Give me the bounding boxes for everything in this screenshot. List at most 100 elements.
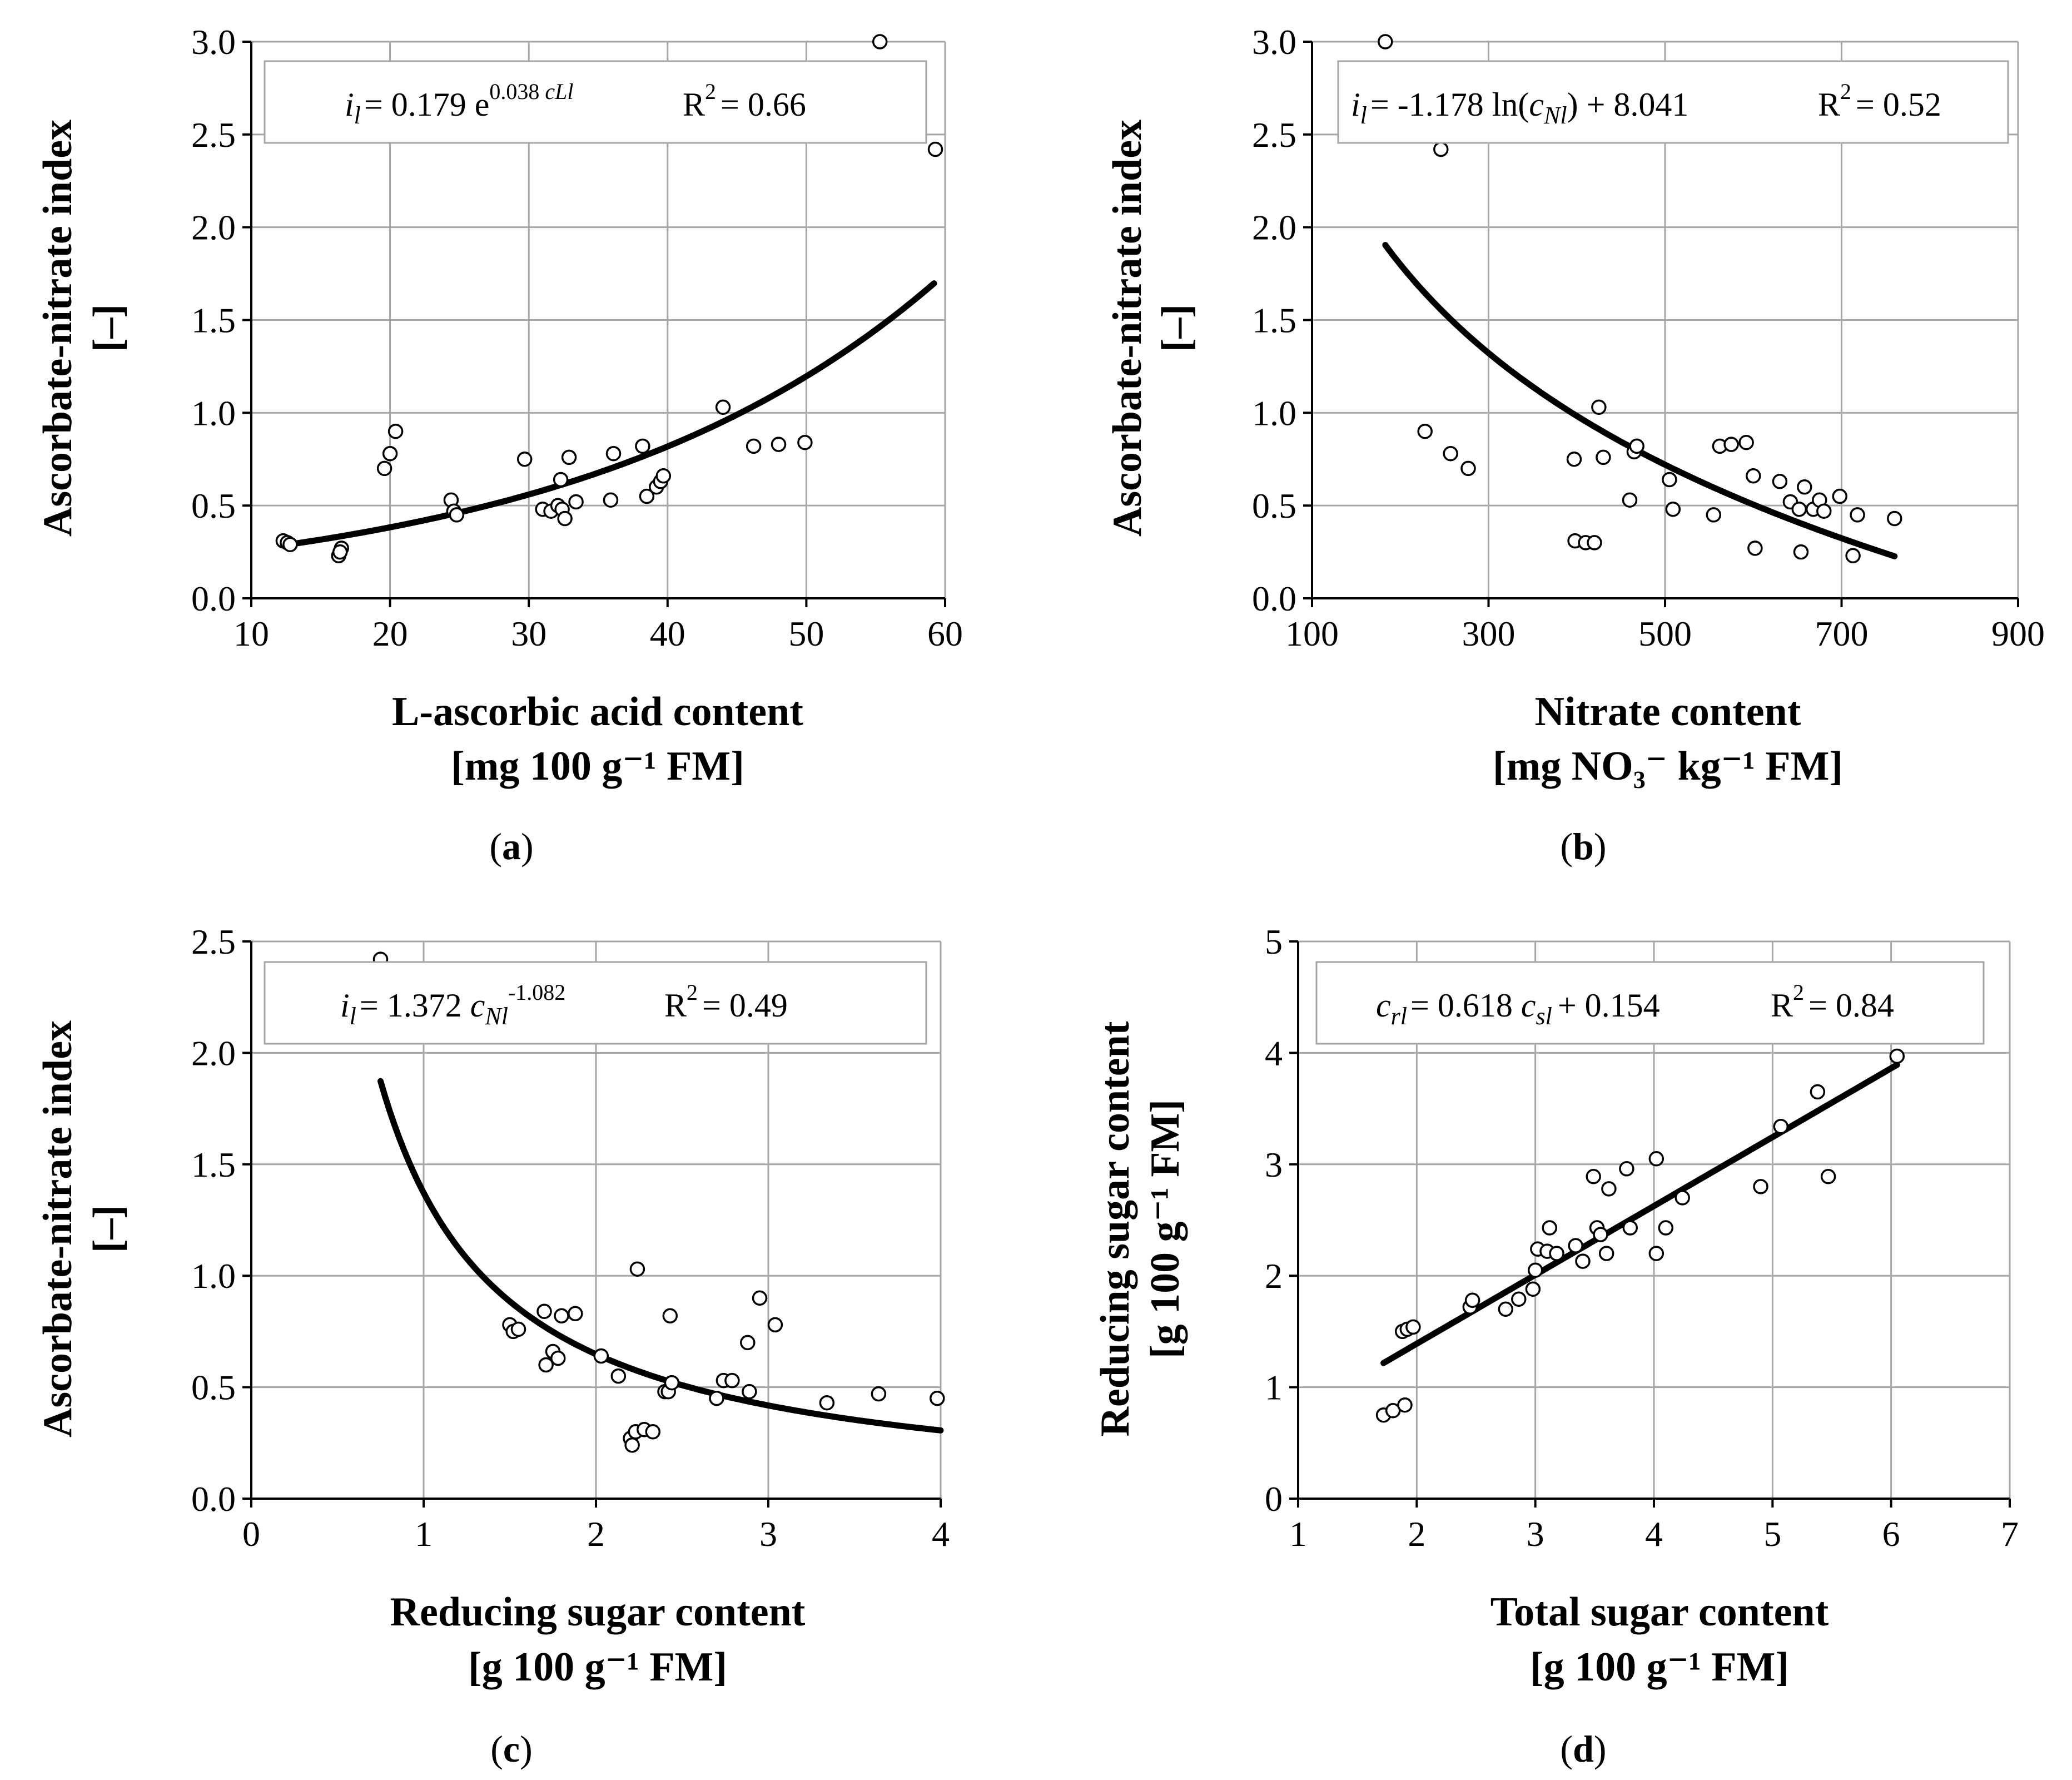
data-point	[568, 494, 584, 510]
x-tick-label: 1	[1289, 1514, 1307, 1554]
y-tick-label: 5	[1265, 922, 1283, 961]
data-point	[561, 449, 577, 465]
y-tick-label: 2.5	[191, 922, 236, 961]
y-axis-label-line2: [–]	[85, 304, 131, 352]
x-tick-label: 4	[932, 1514, 950, 1554]
x-axis-label-line2: [g 100 g⁻¹ FM]	[1530, 1644, 1789, 1690]
data-point	[1747, 541, 1763, 556]
data-point	[603, 492, 619, 508]
data-point	[927, 141, 943, 157]
x-tick-label: 4	[1645, 1514, 1663, 1554]
x-axis-label-line1: Total sugar content	[1490, 1589, 1829, 1635]
data-point	[1549, 1246, 1564, 1261]
data-point	[605, 445, 622, 462]
data-point	[557, 510, 573, 527]
data-point	[709, 1390, 724, 1406]
data-point	[593, 1348, 609, 1364]
data-point	[1527, 1262, 1543, 1278]
x-tick-label: 2	[1408, 1514, 1425, 1554]
data-point	[1658, 1220, 1674, 1236]
data-point	[1648, 1151, 1664, 1167]
y-tick-label: 1	[1265, 1368, 1283, 1407]
y-tick-label: 0.5	[191, 486, 236, 525]
data-point	[1464, 1292, 1480, 1308]
x-tick-label: 3	[1527, 1514, 1544, 1554]
y-tick-label: 1.0	[191, 1256, 236, 1296]
data-point	[1591, 399, 1607, 415]
data-point	[387, 423, 404, 439]
data-point	[1460, 460, 1476, 477]
x-axis-label-line1: L-ascorbic acid content	[392, 689, 803, 735]
data-point	[1723, 437, 1739, 452]
data-point	[1575, 1253, 1591, 1269]
y-tick-label: 3.0	[1252, 22, 1296, 62]
data-point	[449, 507, 465, 523]
data-point	[1648, 1246, 1664, 1261]
r2-text: R2 = 0.84	[1771, 980, 1894, 1024]
data-point	[1753, 1179, 1768, 1194]
panel-c: 0 1 2 3 4 0.0 0.5 1.0 1.5 2.0 2.5 il = 1.372 cNl-1…	[35, 922, 950, 1770]
x-tick-label: 100	[1285, 614, 1339, 653]
y-axis-label-line2: [–]	[1154, 304, 1199, 352]
y-axis-label-line1: Ascorbate-nitrate index	[35, 1020, 81, 1437]
data-point	[655, 468, 672, 484]
data-point	[550, 1350, 566, 1366]
x-tick-label: 20	[372, 614, 408, 653]
data-point	[1850, 507, 1865, 523]
y-axis-label-line2: [–]	[85, 1205, 131, 1253]
x-tick-label: 1	[415, 1514, 433, 1554]
data-point	[1738, 434, 1754, 450]
x-tick-label: 7	[2001, 1514, 2019, 1554]
data-point	[1773, 1118, 1789, 1134]
y-tick-label: 0.0	[1252, 579, 1296, 618]
equation-box	[264, 961, 927, 1045]
y-tick-label: 1.5	[1252, 301, 1296, 340]
x-tick-label: 60	[927, 614, 963, 653]
y-tick-label: 2.0	[1252, 208, 1296, 247]
data-point	[1397, 1397, 1413, 1413]
data-point	[1586, 1169, 1601, 1184]
data-point	[1622, 492, 1638, 508]
fit-curve	[377, 1078, 944, 1434]
equation-text: crl = 0.618 csl + 0.154	[1376, 987, 1660, 1030]
data-point	[664, 1375, 680, 1391]
data-point	[740, 1335, 756, 1351]
panel-a: 10 20 30 40 50 60 0.0 0.5 1.0 1.5 2.0 2.5 3.0 il = 0…	[35, 22, 963, 867]
equation-text: il = -1.178 ln(cNl) + 8.041	[1351, 86, 1688, 129]
x-tick-label: 40	[650, 614, 685, 653]
data-point	[1598, 1246, 1614, 1261]
data-point	[1622, 1220, 1638, 1236]
y-tick-label: 0	[1265, 1479, 1283, 1519]
data-point	[1772, 474, 1788, 489]
data-point	[516, 452, 533, 467]
data-point	[1629, 438, 1644, 454]
y-tick-label: 2.0	[191, 1033, 236, 1073]
data-point	[1542, 1220, 1558, 1236]
data-point	[332, 544, 348, 560]
data-point	[930, 1390, 945, 1406]
data-point	[724, 1372, 740, 1389]
data-point	[1596, 449, 1611, 465]
y-tick-label: 1.5	[191, 1145, 236, 1184]
data-point	[629, 1261, 645, 1277]
data-point	[282, 537, 298, 552]
equation-text: il = 0.179 e0.038 cLl	[345, 79, 574, 129]
data-point	[639, 488, 655, 504]
data-point	[1417, 423, 1433, 439]
data-point	[1405, 1319, 1421, 1335]
r2-text: R2 = 0.66	[683, 79, 806, 123]
data-point	[767, 1317, 783, 1333]
r2-text: R2 = 0.52	[1818, 79, 1941, 123]
data-point	[1675, 1190, 1690, 1206]
x-tick-label: 2	[587, 1514, 605, 1554]
data-point	[1832, 488, 1848, 504]
data-point	[554, 1308, 569, 1324]
data-point	[1706, 507, 1722, 523]
data-point	[1593, 1227, 1608, 1242]
x-tick-label: 6	[1882, 1514, 1900, 1554]
y-tick-label: 1.5	[191, 301, 236, 340]
equation-text: il = 1.372 cNl-1.082	[340, 980, 565, 1030]
y-axis-label-line1: Ascorbate-nitrate index	[1105, 120, 1150, 537]
